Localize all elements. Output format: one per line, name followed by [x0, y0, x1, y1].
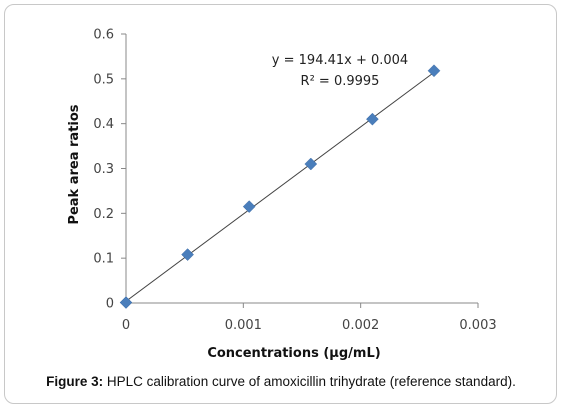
y-tick-label: 0.4 [93, 117, 114, 132]
trendline-equation: y = 194.41x + 0.004 [272, 53, 408, 68]
r-squared-label: R² = 0.9995 [301, 74, 380, 89]
figure-caption: Figure 3: HPLC calibration curve of amox… [0, 374, 562, 389]
y-tick-label: 0.1 [93, 252, 114, 267]
y-tick-label: 0.6 [93, 28, 114, 43]
data-point-diamond [304, 157, 318, 171]
calibration-chart: 0 0.1 0.2 0.3 0.4 0.5 0.6 0 0.001 0.002 0.003 Conc… [67, 28, 497, 362]
x-tick-label: 0 [122, 318, 130, 333]
caption-lead: Figure 3: [46, 374, 104, 389]
data-points [119, 64, 441, 309]
y-tick-label: 0.2 [93, 207, 114, 222]
trendline-group [125, 72, 435, 302]
x-tick-label: 0.003 [459, 318, 496, 333]
data-point-diamond [427, 64, 441, 78]
linear-trendline [125, 72, 435, 302]
y-tick-label: 0.3 [93, 162, 114, 177]
x-axis-title: Concentrations (µg/mL) [207, 346, 380, 361]
x-tick-label: 0.001 [225, 318, 262, 333]
figure-frame [4, 4, 557, 404]
y-tick-label: 0 [106, 297, 114, 312]
caption-text: HPLC calibration curve of amoxicillin tr… [103, 374, 516, 389]
chart-labels: Concentrations (µg/mL) Peak area ratios y … [67, 53, 408, 361]
x-tick-label: 0.002 [342, 318, 379, 333]
data-point-diamond [119, 296, 133, 309]
data-point-diamond [366, 112, 379, 126]
y-axis-title: Peak area ratios [67, 104, 82, 224]
data-point-diamond [181, 248, 194, 261]
chart-ticks: 0 0.1 0.2 0.3 0.4 0.5 0.6 0 0.001 0.002 0.003 [93, 28, 496, 334]
y-tick-label: 0.5 [93, 72, 114, 87]
data-point-diamond [242, 200, 256, 213]
